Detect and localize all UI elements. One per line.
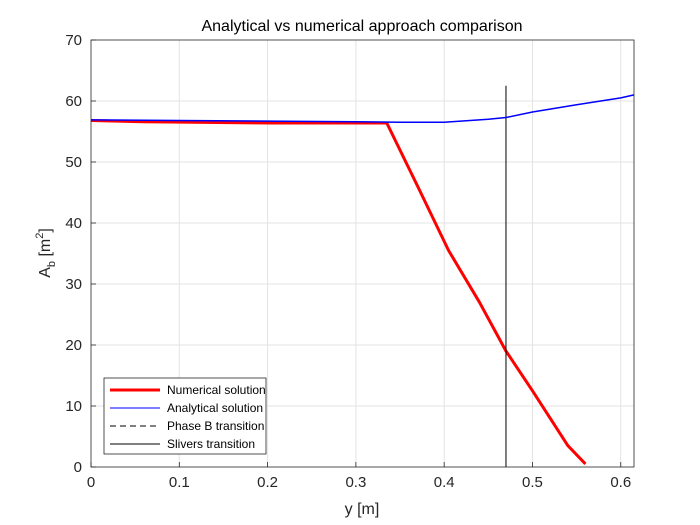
plot-frame bbox=[90, 39, 635, 468]
y-tick-label: 20 bbox=[65, 337, 82, 354]
y-axis-label: Ab [m2] bbox=[34, 228, 58, 278]
legend-label-numerical: Numerical solution bbox=[167, 383, 266, 397]
y-tick-label: 40 bbox=[65, 215, 82, 232]
series-line-analytical bbox=[90, 94, 635, 124]
chart-title: Analytical vs numerical approach compari… bbox=[201, 18, 522, 35]
legend: Numerical solution Analytical solution P… bbox=[103, 377, 267, 455]
y-tick-label: 50 bbox=[65, 154, 82, 171]
x-axis-label: y [m] bbox=[345, 501, 380, 518]
y-axis-label-base: A bbox=[37, 267, 54, 278]
y-tick-label: 0 bbox=[74, 459, 82, 476]
series-line-numerical bbox=[90, 119, 587, 465]
y-axis-label-superscript: 2 bbox=[34, 233, 46, 239]
x-tick-label: 0.1 bbox=[169, 474, 190, 491]
y-tick-label: 30 bbox=[65, 276, 82, 293]
y-axis-label-unit-open: [m bbox=[37, 239, 54, 261]
legend-label-phase-b: Phase B transition bbox=[167, 419, 264, 433]
x-tick-label: 0.3 bbox=[345, 474, 366, 491]
ticks: 0 0.1 0.2 0.3 0.4 0.5 0.6 0 10 20 30 40 50 60 70 bbox=[65, 32, 631, 491]
series-layer bbox=[90, 85, 635, 467]
y-tick-label: 10 bbox=[65, 398, 82, 415]
legend-label-slivers: Slivers transition bbox=[167, 437, 255, 451]
x-tick-label: 0.4 bbox=[434, 474, 455, 491]
y-tick-label: 70 bbox=[65, 32, 82, 49]
x-tick-label: 0.6 bbox=[610, 474, 631, 491]
y-axis-label-subscript: b bbox=[46, 261, 58, 267]
legend-label-analytical: Analytical solution bbox=[167, 401, 263, 415]
y-tick-label: 60 bbox=[65, 93, 82, 110]
y-axis-label-unit-close: ] bbox=[37, 228, 54, 232]
x-tick-label: 0.5 bbox=[522, 474, 543, 491]
x-tick-label: 0.2 bbox=[257, 474, 278, 491]
x-tick-label: 0 bbox=[87, 474, 95, 491]
